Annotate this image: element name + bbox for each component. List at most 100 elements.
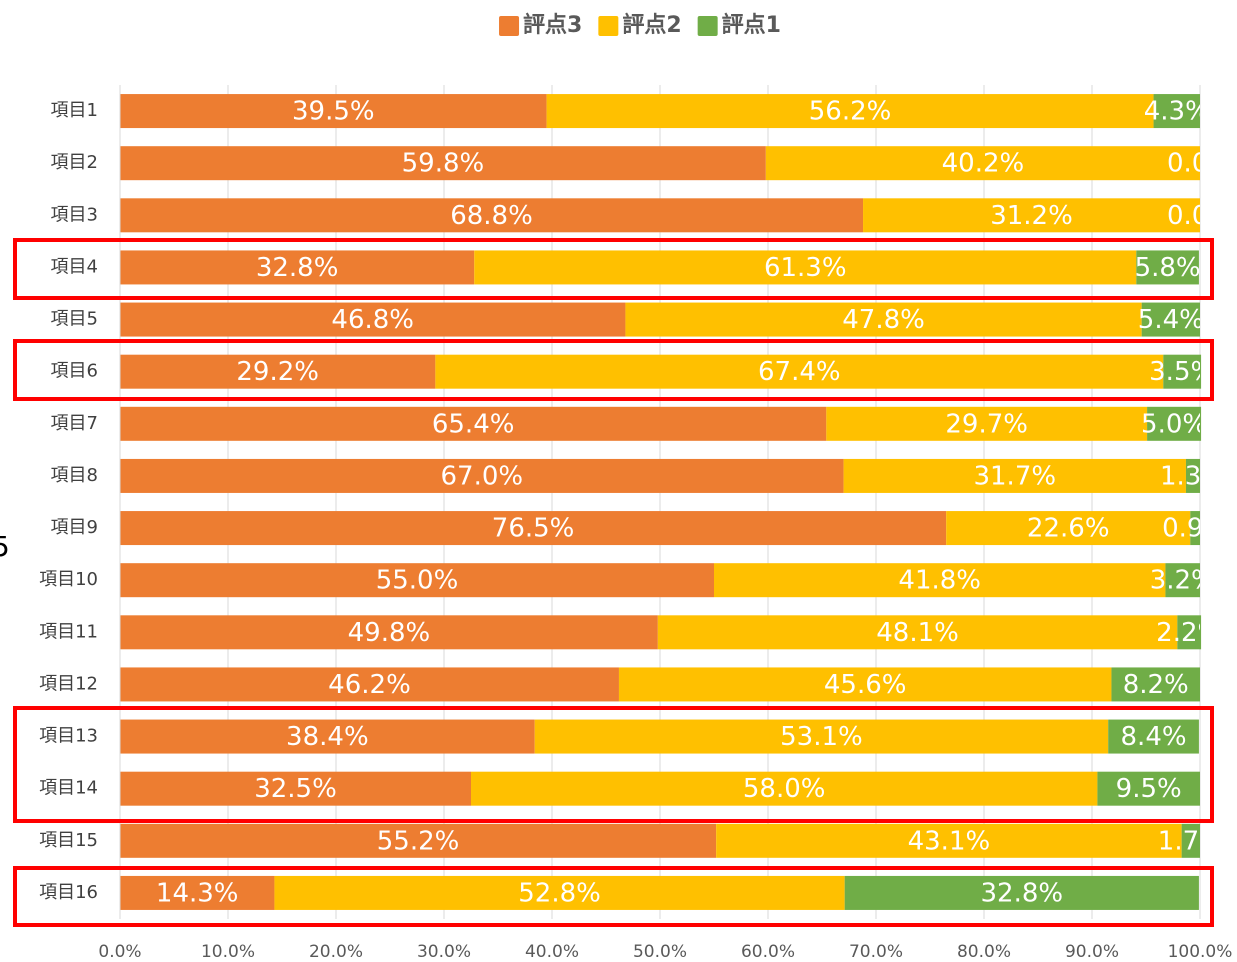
bar-segment [1097,771,1200,806]
legend-item: 評点3 [499,12,582,38]
highlight-boxes [13,238,1214,927]
highlight-box [13,339,1214,401]
bar-segment [120,563,714,598]
bar-segment [625,302,1142,337]
bar-segment [1153,94,1200,129]
legend-item: 評点1 [697,12,781,38]
data-label: 39.5% [292,97,375,127]
bar-segment [657,615,1178,650]
bar-segment [120,458,844,493]
bar-segment [546,94,1154,129]
data-label: 8.4% [1121,722,1187,752]
bar-segment [120,302,626,337]
data-label: 4.3% [1144,97,1210,127]
bar-segment [120,354,436,389]
data-label: 46.2% [328,670,411,700]
bar-segment [1111,667,1200,702]
data-label: 22.6% [1027,514,1110,544]
data-label: 29.7% [945,409,1028,439]
data-label: 65.4% [432,409,515,439]
data-label: 43.1% [908,826,991,856]
y-tick-label: 項目12 [39,673,98,694]
data-label: 31.7% [973,461,1056,491]
data-label: 5.4% [1138,305,1204,335]
data-label: 31.2% [990,201,1073,231]
y-tick-label: 項目11 [39,621,98,642]
bar-segment [843,458,1186,493]
bar-segment [1108,719,1199,754]
y-tick-label: 項目16 [39,882,98,903]
highlight-box [13,866,1214,927]
bar-segment [1185,458,1200,493]
data-label: 0.0% [1167,149,1233,179]
bar-segment [534,719,1109,754]
x-tick-label: 40.0% [525,942,579,962]
bar-segment [120,94,547,129]
bar-segment [1147,406,1202,441]
data-label: 1.3% [1160,461,1226,491]
data-label: 14.3% [156,878,239,908]
data-label: 32.8% [256,253,339,283]
data-label: 2.2% [1156,618,1222,648]
x-tick-label: 20.0% [309,942,363,962]
legend: 評点3 評点2 評点1 [499,12,781,38]
bar-segment [946,511,1191,546]
data-label: 3.5% [1149,357,1215,387]
bar-segment [435,354,1164,389]
x-tick-label: 70.0% [849,942,903,962]
data-label: 46.8% [331,305,414,335]
bar-segment [1177,615,1202,650]
data-label: 3.2% [1150,566,1216,596]
bar-segment [120,667,619,702]
x-tick-label: 30.0% [417,942,471,962]
data-label: 5.0% [1141,409,1207,439]
y-tick-label: 項目2 [51,152,98,173]
legend-swatch [598,16,619,36]
x-tick-label: 50.0% [633,942,687,962]
y-tick-label: 項目9 [51,517,98,538]
data-label: 40.2% [942,149,1025,179]
y-tick-label: 項目6 [51,361,98,382]
data-labels: 39.5% 56.2% 4.3% 59.8% 40.2% 0.0% 68.8% 31.2% 0.… [156,97,1233,909]
data-label: 48.1% [876,618,959,648]
y-tick-label: 項目13 [39,726,98,747]
data-label: 0.0% [1167,201,1233,231]
bar-segment [714,563,1166,598]
bar-segment [274,875,845,910]
bar-segment [120,406,827,441]
bar-segment [1163,354,1202,389]
data-label: 45.6% [824,670,907,700]
y-tick-label: 項目1 [51,100,98,121]
bar-segment [716,823,1182,858]
data-label: 55.2% [377,826,460,856]
data-label: 1.7% [1158,826,1224,856]
data-label: 67.0% [440,461,523,491]
bar-segment [120,875,275,910]
data-label: 32.5% [254,774,337,804]
bar-segment [120,511,947,546]
legend-label: 評点2 [622,12,681,38]
bar-segment [120,823,717,858]
bar-segment [120,719,535,754]
bar-segment [1141,302,1200,337]
y-tick-label: 項目3 [51,204,98,225]
bar-segment [826,406,1148,441]
bar-segment [1165,563,1200,598]
data-label: 76.5% [492,514,575,544]
x-tick-label: 100.0% [1168,942,1233,962]
data-label: 58.0% [743,774,826,804]
highlight-box [13,706,1214,823]
bar-segment [120,250,475,285]
data-label: 8.2% [1123,670,1189,700]
x-tick-label: 10.0% [201,942,255,962]
bar-segment [1136,250,1199,285]
x-tick-label: 60.0% [741,942,795,962]
y-tick-label: 項目5 [51,309,98,330]
data-label: 9.5% [1116,774,1182,804]
y-tick-label: 項目7 [51,413,98,434]
legend-item: 評点2 [598,12,682,38]
data-label: 59.8% [402,149,485,179]
bar-segment [765,146,1200,181]
x-tick-label: 80.0% [957,942,1011,962]
bar-segment [471,771,1098,806]
